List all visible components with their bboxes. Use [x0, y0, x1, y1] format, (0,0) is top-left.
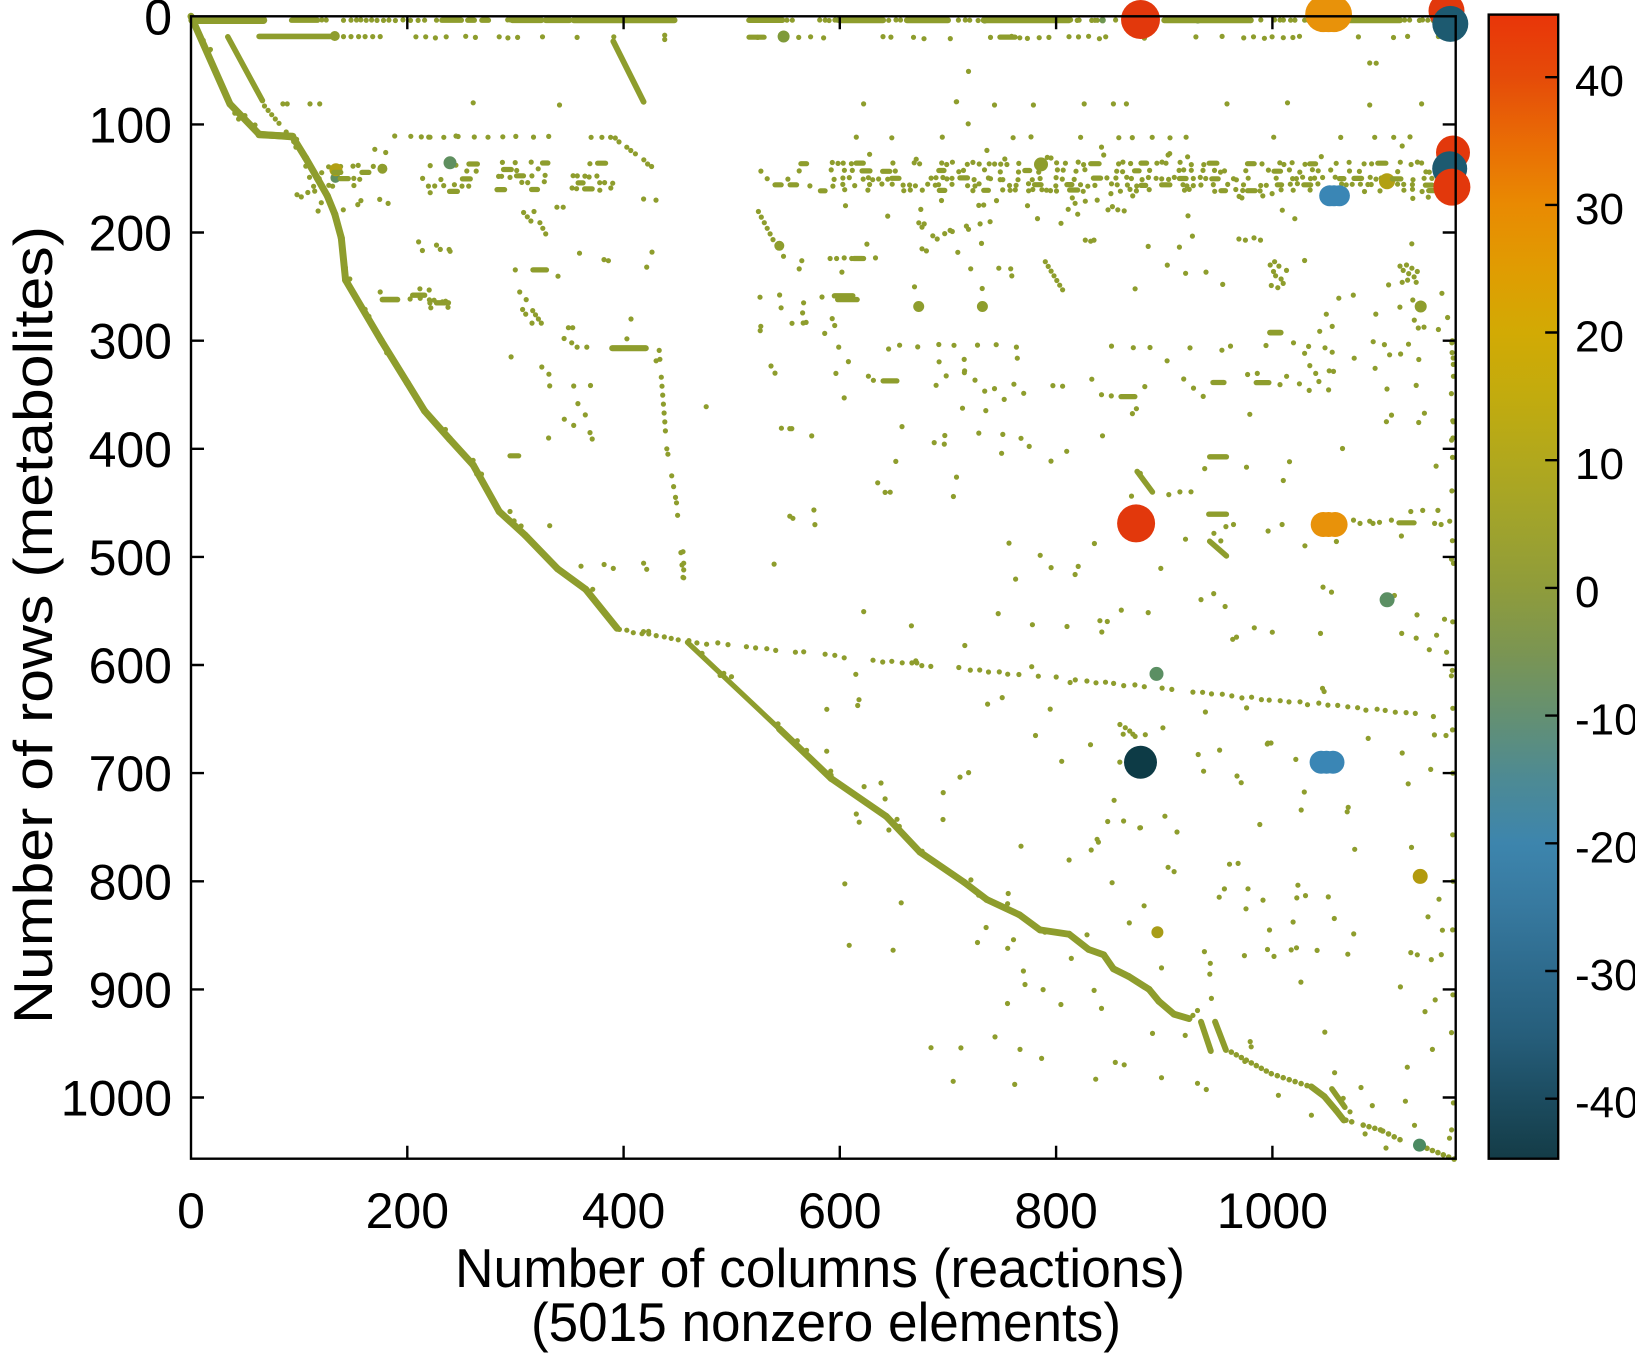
svg-text:-10: -10 — [1575, 696, 1635, 745]
svg-text:400: 400 — [89, 422, 172, 478]
svg-text:(5015 nonzero elements): (5015 nonzero elements) — [531, 1291, 1121, 1353]
svg-text:-30: -30 — [1575, 951, 1635, 1000]
svg-text:1000: 1000 — [1217, 1183, 1328, 1239]
svg-text:800: 800 — [1014, 1183, 1097, 1239]
svg-text:200: 200 — [366, 1183, 449, 1239]
svg-text:400: 400 — [582, 1183, 665, 1239]
svg-text:800: 800 — [89, 854, 172, 910]
svg-text:200: 200 — [89, 206, 172, 262]
svg-text:0: 0 — [177, 1183, 205, 1239]
svg-text:40: 40 — [1575, 57, 1624, 106]
svg-text:10: 10 — [1575, 440, 1624, 489]
svg-text:0: 0 — [144, 0, 172, 45]
svg-text:1000: 1000 — [61, 1071, 172, 1127]
svg-text:Number of columns (reactions): Number of columns (reactions) — [455, 1237, 1185, 1299]
svg-text:-20: -20 — [1575, 823, 1635, 872]
svg-text:600: 600 — [89, 638, 172, 694]
svg-text:-40: -40 — [1575, 1079, 1635, 1128]
svg-text:30: 30 — [1575, 185, 1624, 234]
svg-text:Number of rows (metabolites): Number of rows (metabolites) — [2, 226, 64, 1024]
svg-text:900: 900 — [89, 962, 172, 1018]
svg-text:500: 500 — [89, 530, 172, 586]
svg-text:600: 600 — [798, 1183, 881, 1239]
svg-text:0: 0 — [1575, 568, 1599, 617]
svg-text:700: 700 — [89, 746, 172, 802]
svg-text:300: 300 — [89, 314, 172, 370]
svg-text:20: 20 — [1575, 313, 1624, 362]
svg-text:100: 100 — [89, 97, 172, 153]
